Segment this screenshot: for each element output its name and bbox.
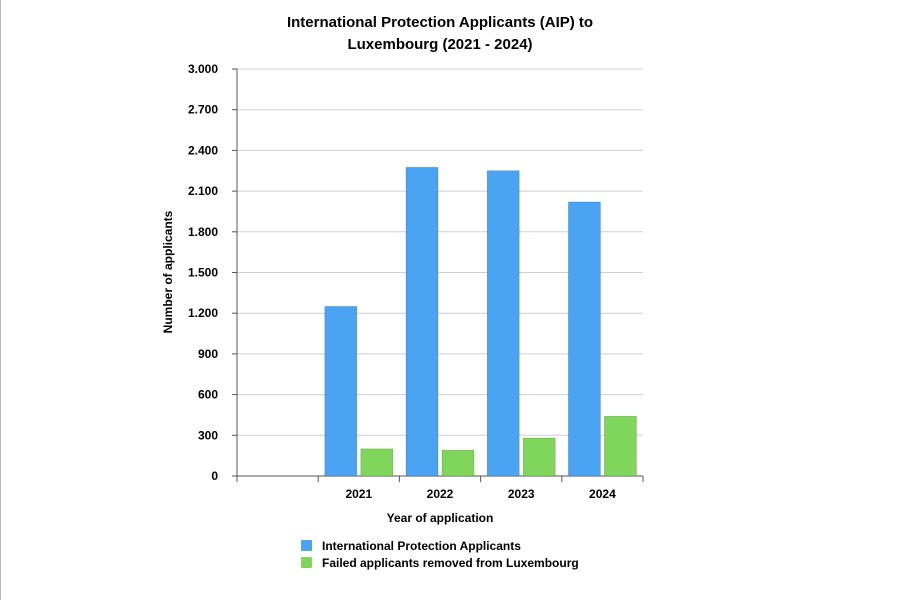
y-tick-label: 1.800 xyxy=(188,225,218,239)
bar-applicants-2022 xyxy=(405,167,439,477)
x-tick-label: 2023 xyxy=(508,487,535,501)
y-tick-label: 600 xyxy=(198,388,218,402)
bar-removed-2021 xyxy=(360,448,394,477)
bar-removed-2023 xyxy=(522,437,556,477)
legend: International Protection Applicants Fail… xyxy=(301,537,579,571)
y-tick-label: 0 xyxy=(211,469,218,483)
y-tick-label: 3.000 xyxy=(188,62,218,76)
legend-swatch-removed xyxy=(301,557,312,568)
bar-removed-2024 xyxy=(604,416,637,477)
y-tick-label: 2.100 xyxy=(188,184,218,198)
bar-applicants-2024 xyxy=(568,201,601,477)
x-axis-title: Year of application xyxy=(387,511,494,525)
x-tick-label: 2021 xyxy=(345,487,372,501)
y-axis-title: Number of applicants xyxy=(161,210,175,333)
y-tick-label: 2.700 xyxy=(188,103,218,117)
bar-removed-2022 xyxy=(441,449,475,477)
legend-label-applicants: International Protection Applicants xyxy=(322,538,521,553)
y-tick-label: 2.400 xyxy=(188,143,218,157)
legend-label-removed: Failed applicants removed from Luxembour… xyxy=(322,555,579,570)
x-tick-label: 2022 xyxy=(427,487,454,501)
legend-item-removed: Failed applicants removed from Luxembour… xyxy=(301,554,579,571)
chart-title: International Protection Applicants (AIP… xyxy=(200,12,680,56)
y-tick-label: 1.200 xyxy=(188,306,218,320)
y-tick-label: 900 xyxy=(198,347,218,361)
bar-applicants-2021 xyxy=(324,306,358,477)
bar-applicants-2023 xyxy=(486,170,520,477)
chart-title-line-1: International Protection Applicants (AIP… xyxy=(286,14,594,31)
legend-item-applicants: International Protection Applicants xyxy=(301,537,579,554)
window-edge xyxy=(0,0,1,600)
y-tick-label: 300 xyxy=(198,428,218,442)
x-tick-label: 2024 xyxy=(589,487,616,501)
y-tick-label: 1.500 xyxy=(188,266,218,280)
legend-swatch-applicants xyxy=(301,540,312,551)
chart-title-line-2: Luxembourg (2021 - 2024) xyxy=(347,36,533,53)
